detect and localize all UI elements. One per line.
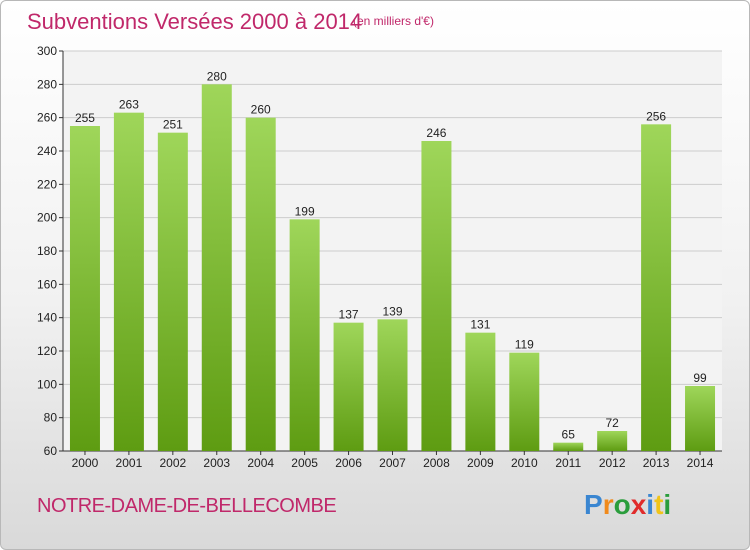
x-tick-label: 2006 [335,456,362,470]
logo-letter: o [613,489,631,520]
x-tick-label: 2013 [643,456,670,470]
bar [289,219,320,451]
logo-letter: i [663,489,672,520]
bar [69,126,100,451]
data-label: 131 [470,318,490,332]
x-tick-label: 2001 [116,456,143,470]
y-tick-label: 60 [44,444,58,458]
x-tick-label: 2004 [247,456,274,470]
x-tick-label: 2007 [379,456,406,470]
bar [421,141,452,451]
bar [509,352,540,451]
bar [201,84,232,451]
proxiti-logo: Proxiti [584,489,671,521]
x-tick-label: 2008 [423,456,450,470]
data-label: 199 [295,204,315,218]
data-label: 263 [119,98,139,112]
data-label: 246 [426,126,446,140]
y-tick-label: 280 [37,77,57,91]
bar [597,431,628,451]
x-tick-label: 2002 [159,456,186,470]
y-tick-label: 180 [37,244,57,258]
y-tick-label: 160 [37,277,57,291]
logo-letter: t [654,489,664,520]
data-label: 137 [339,308,359,322]
y-tick-label: 100 [37,377,57,391]
data-label: 251 [163,118,183,132]
data-label: 256 [646,109,666,123]
bar [465,332,496,451]
y-tick-label: 120 [37,344,57,358]
bar [377,319,408,451]
y-tick-label: 80 [44,411,58,425]
x-tick-label: 2010 [511,456,538,470]
data-label: 260 [251,103,271,117]
y-tick-label: 220 [37,177,57,191]
x-tick-label: 2014 [687,456,714,470]
x-tick-label: 2005 [291,456,318,470]
data-label: 99 [693,371,707,385]
bar [685,386,716,451]
bar [641,124,672,451]
logo-letter: x [630,489,647,520]
bar [333,322,364,451]
x-tick-label: 2009 [467,456,494,470]
x-tick-label: 2003 [203,456,230,470]
bar [245,117,276,452]
data-label: 139 [382,304,402,318]
data-label: 65 [562,428,576,442]
y-tick-label: 140 [37,311,57,325]
logo-letter: i [646,489,655,520]
data-label: 119 [515,338,534,352]
x-tick-label: 2000 [72,456,99,470]
logo-letter: r [602,489,614,520]
place-name: NOTRE-DAME-DE-BELLECOMBE [37,495,337,517]
bar [113,112,144,452]
chart-subtitle: (en milliers d'€) [353,14,434,28]
bar [553,442,584,451]
data-label: 72 [605,416,619,430]
y-tick-label: 300 [37,44,57,58]
data-label: 255 [75,111,95,125]
chart-title: Subventions Versées 2000 à 2014 [27,9,363,34]
bar [157,132,188,451]
y-tick-label: 200 [37,211,57,225]
x-tick-label: 2011 [555,456,581,470]
data-label: 280 [207,69,227,83]
y-tick-label: 260 [37,111,57,125]
logo-letter: P [584,489,603,520]
y-tick-label: 240 [37,144,57,158]
x-tick-label: 2012 [599,456,626,470]
